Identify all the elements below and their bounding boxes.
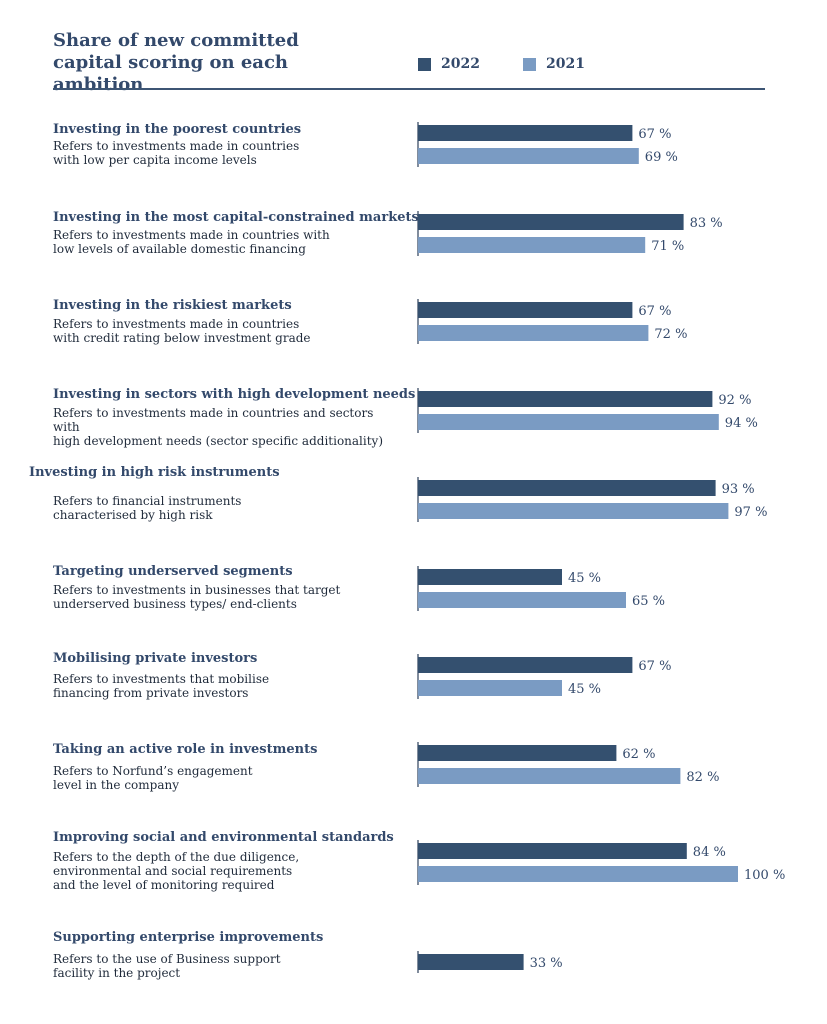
bar-value-label: 82 % [686,770,719,785]
legend-item-2021: 2021 [523,56,585,72]
bar-2021 [418,414,719,430]
bar-2021 [418,237,646,253]
bar-2022 [418,657,633,673]
legend-label-2021: 2021 [546,56,585,72]
row-description: Refers to investments in businesses that… [53,583,341,611]
row-description: Refers to investments made in countries … [53,139,300,167]
bar-value-label: 84 % [693,845,726,860]
row-title: Investing in the riskiest markets [53,298,292,313]
row-description: Refers to Norfund’s engagement level in … [53,764,253,792]
bar-value-label: 72 % [654,327,687,342]
row-title: Mobilising private investors [53,651,258,666]
row-title: Taking an active role in investments [53,742,318,757]
row-title: Targeting underserved segments [53,564,293,579]
bar-value-label: 65 % [632,594,665,609]
bar-2022 [418,214,684,230]
bar-value-label: 67 % [638,127,671,142]
bar-2022 [418,569,562,585]
header-divider [53,88,765,90]
bar-value-label: 62 % [622,747,655,762]
bar-2022 [418,125,633,141]
bar-2021 [418,768,681,784]
bar-2021 [418,680,562,696]
bar-value-label: 33 % [530,956,563,971]
bar-2022 [418,954,524,970]
bar-2022 [418,302,633,318]
row-description: Refers to investments made in countries … [53,317,311,345]
bar-2022 [418,745,617,761]
bar-value-label: 94 % [725,416,758,431]
bar-value-label: 97 % [734,505,767,520]
bar-value-label: 83 % [690,216,723,231]
bar-value-label: 45 % [568,682,601,697]
bar-value-label: 100 % [744,868,785,883]
row-title: Investing in the most capital-constraine… [53,210,419,225]
bar-2021 [418,503,729,519]
bar-value-label: 67 % [638,659,671,674]
bar-value-label: 67 % [638,304,671,319]
legend-swatch-2021 [523,57,536,71]
bar-2021 [418,866,738,882]
row-description: Refers to investments made in countries … [53,228,330,256]
legend-swatch-2022 [418,57,431,71]
row-description: Refers to investments that mobilise fina… [53,672,270,700]
bar-value-label: 92 % [718,393,751,408]
row-description: Refers to investments made in countries … [53,406,384,448]
legend-label-2022: 2022 [441,56,480,72]
bar-value-label: 69 % [645,150,678,165]
row-title: Investing in high risk instruments [29,465,280,480]
bar-2021 [418,148,639,164]
row-description: Refers to the depth of the due diligence… [53,850,300,892]
row-title: Investing in the poorest countries [53,122,302,137]
bar-2022 [418,391,713,407]
legend-item-2022: 2022 [418,56,480,72]
bar-value-label: 93 % [722,482,755,497]
bar-2021 [418,325,649,341]
bar-2022 [418,843,687,859]
bar-2021 [418,592,626,608]
row-title: Supporting enterprise improvements [53,930,324,945]
bar-value-label: 45 % [568,571,601,586]
row-description: Refers to financial instruments characte… [53,494,242,522]
row-title: Improving social and environmental stand… [53,830,394,845]
row-title: Investing in sectors with high developme… [53,387,416,402]
bar-value-label: 71 % [651,239,684,254]
row-description: Refers to the use of Business support fa… [53,952,281,980]
bar-2022 [418,480,716,496]
